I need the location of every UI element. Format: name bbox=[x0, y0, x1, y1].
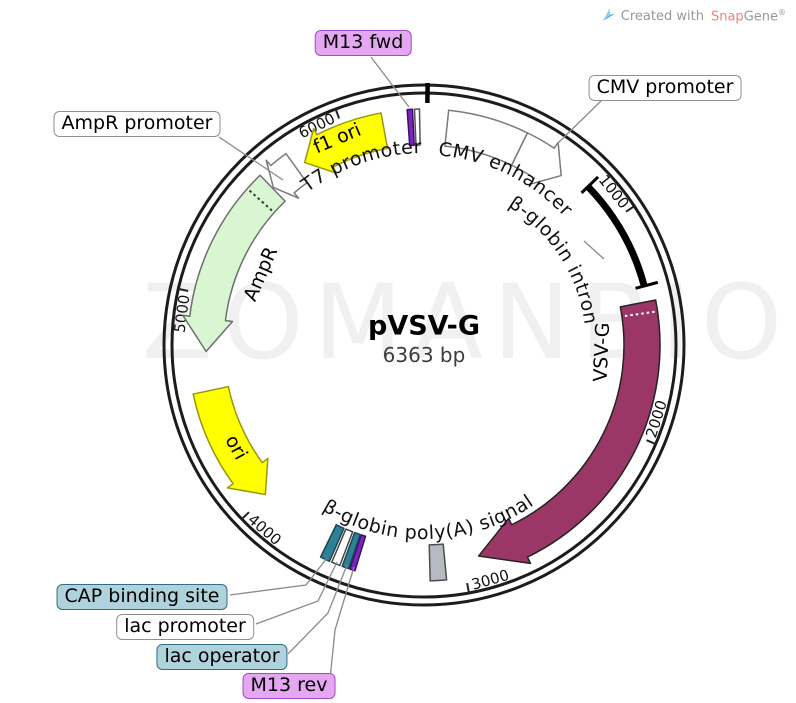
feature-beta-globin-intron bbox=[585, 184, 648, 287]
feature-lac-promoter bbox=[331, 528, 354, 567]
credit-brand-snap: Snap bbox=[710, 9, 744, 25]
feature-beta-globin-intron-cap-1 bbox=[635, 280, 659, 290]
leader-cmv-promoter bbox=[556, 100, 602, 145]
feature-m13-fwd bbox=[406, 108, 415, 147]
snapgene-logo-icon bbox=[602, 8, 615, 22]
tick-mark-1000 bbox=[625, 204, 636, 213]
leader-lac-operator bbox=[287, 564, 348, 655]
leader-lac-promoter bbox=[255, 561, 338, 625]
tick-mark-4000 bbox=[240, 511, 250, 521]
feature-ampr-promoter bbox=[265, 152, 308, 199]
snapgene-credit: Created with SnapGene® bbox=[601, 8, 786, 24]
leader-beta-globin-intron bbox=[583, 240, 605, 260]
credit-text: Created with bbox=[620, 8, 704, 24]
feature-ori bbox=[192, 385, 269, 496]
feature-bg-polya bbox=[428, 543, 448, 582]
feature-t7-promoter bbox=[413, 108, 421, 146]
feature-f1-ori bbox=[303, 112, 389, 174]
leader-m13-rev bbox=[329, 566, 355, 680]
feature-beta-globin-intron-cap-0 bbox=[580, 175, 600, 194]
leader-m13-fwd bbox=[370, 56, 410, 108]
credit-registered-mark: ® bbox=[778, 8, 786, 17]
tick-mark-3000 bbox=[466, 582, 471, 595]
credit-brand-gene: Gene bbox=[743, 9, 778, 25]
leader-ampr-promoter bbox=[218, 136, 284, 181]
tick-label-4000: 4000 bbox=[244, 510, 285, 549]
feature-cap-binding-site bbox=[319, 524, 345, 563]
tick-mark-2000 bbox=[646, 439, 658, 446]
tick-mark-6000 bbox=[334, 107, 341, 119]
plasmid-backbone-outer-ring bbox=[162, 83, 686, 607]
plasmid-backbone-inner-ring bbox=[170, 91, 678, 599]
feature-ampr bbox=[182, 174, 286, 353]
tick-mark-5000 bbox=[177, 287, 189, 293]
feature-cmv-promoter bbox=[510, 132, 562, 185]
leader-cap-binding-site bbox=[229, 557, 328, 596]
vsv-g-text: VSV-G bbox=[590, 322, 614, 382]
feature-vsv-g bbox=[477, 299, 661, 565]
